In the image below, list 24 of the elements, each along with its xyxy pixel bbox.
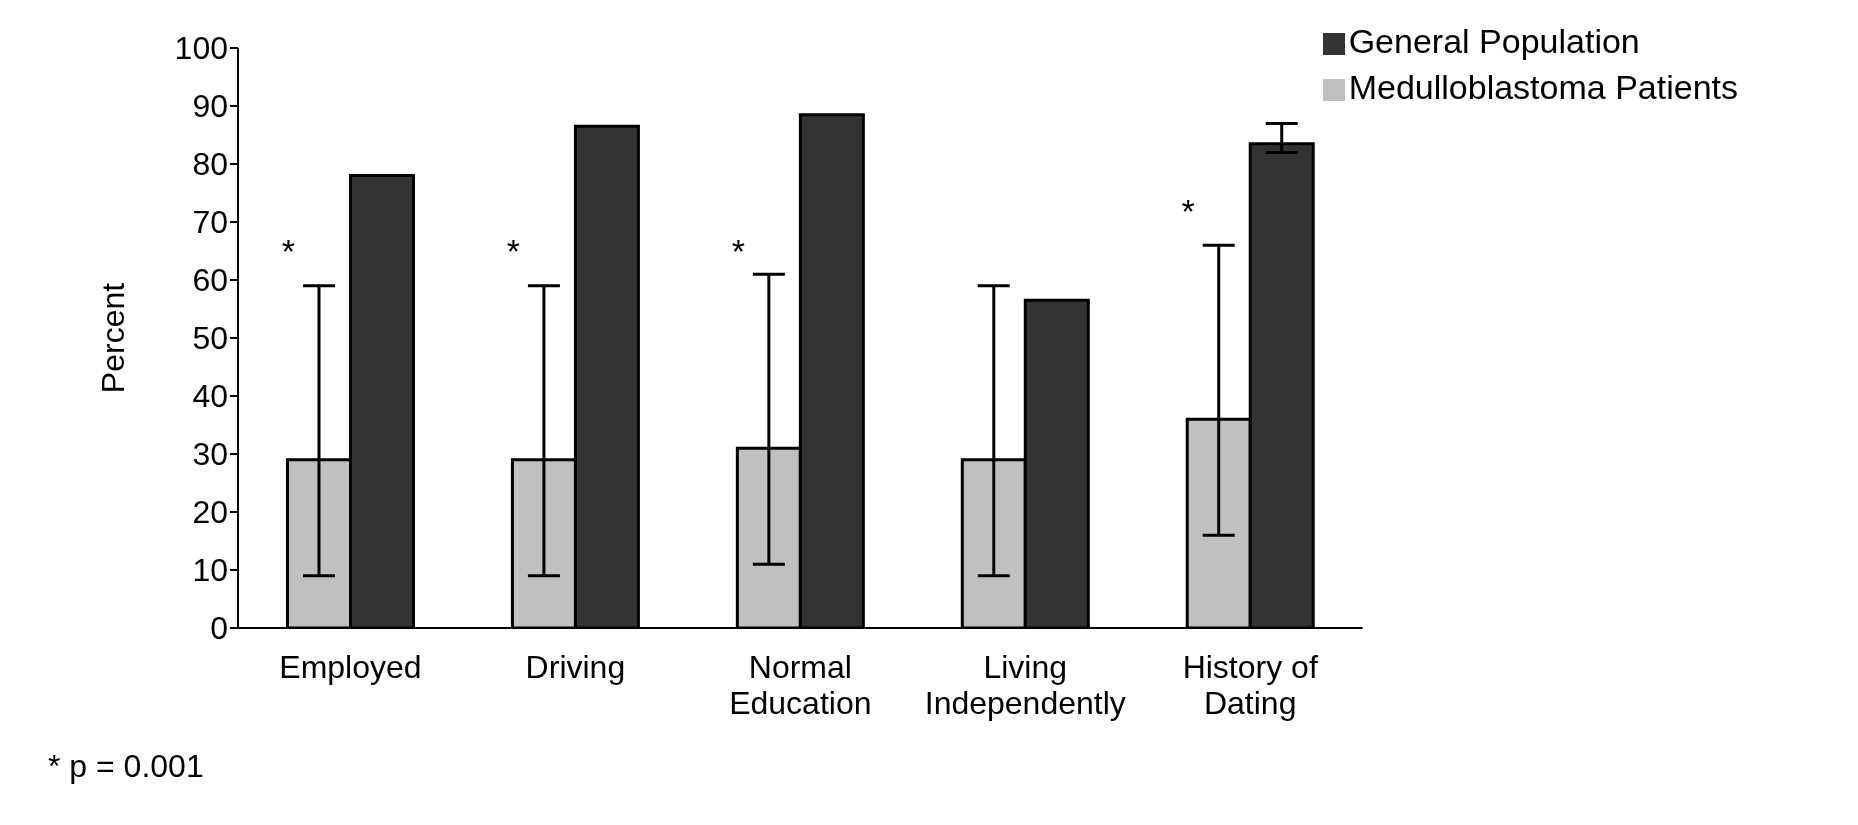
y-tick-label: 50 bbox=[192, 320, 228, 357]
text: * p = 0.001 bbox=[48, 748, 205, 785]
x-tick-label: Driving bbox=[525, 649, 626, 685]
y-tick-label: 60 bbox=[192, 262, 228, 299]
y-tick-label: 20 bbox=[192, 494, 228, 531]
y-tick-label: 0 bbox=[210, 610, 228, 647]
legend-label: Medulloblastoma Patients bbox=[1348, 68, 1738, 106]
y-axis-title: Percent bbox=[95, 282, 132, 394]
x-tick-label: History of Dating bbox=[1182, 649, 1318, 721]
y-tick-label: 100 bbox=[174, 30, 228, 67]
annotation: * bbox=[281, 232, 296, 271]
annotation: * bbox=[731, 232, 745, 271]
y-tick-label: 80 bbox=[192, 146, 228, 183]
y-tick-label: 90 bbox=[192, 88, 228, 125]
y-tick-label: 40 bbox=[192, 378, 228, 415]
x-tick-label: Living Independently bbox=[924, 649, 1126, 721]
x-tick-label: Normal Education bbox=[729, 649, 872, 721]
y-tick-label: 70 bbox=[192, 204, 228, 241]
x-tick-label: Employed bbox=[279, 649, 422, 685]
y-tick-label: 10 bbox=[192, 552, 228, 589]
annotation: * bbox=[506, 232, 521, 271]
annotation: * bbox=[1181, 191, 1195, 230]
legend-label: General Population bbox=[1348, 22, 1640, 60]
y-tick-label: 30 bbox=[192, 436, 228, 473]
